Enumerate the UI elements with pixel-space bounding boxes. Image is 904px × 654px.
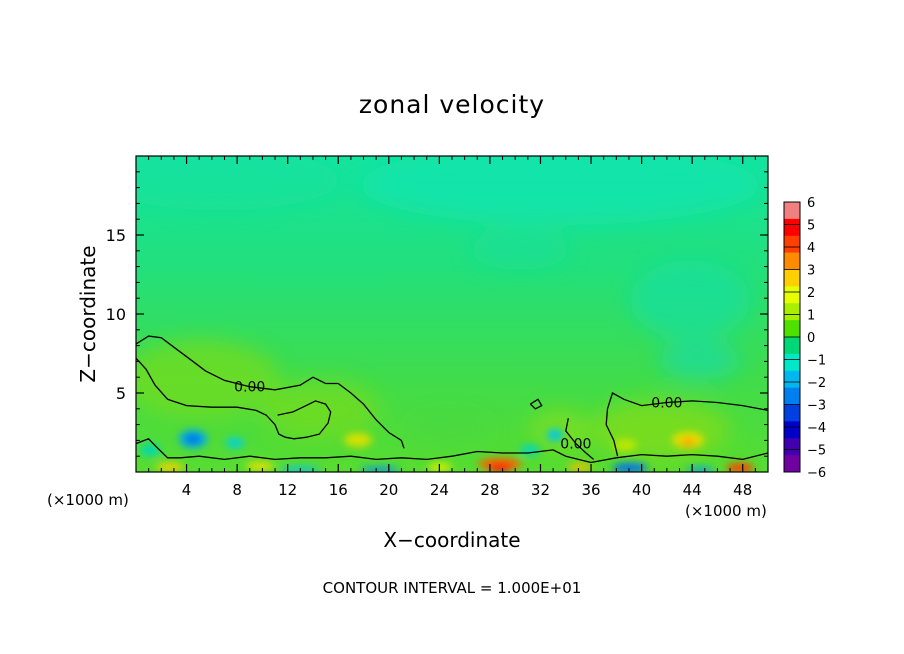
y-axis-ticks: 5 10 15	[106, 171, 768, 457]
chart-title: zonal velocity	[359, 90, 545, 119]
colorbar-swatch	[784, 286, 800, 304]
colorbar-swatch	[784, 320, 800, 338]
heatmap-field: 0.00 0.00 0.00	[136, 156, 768, 472]
colorbar-tick-label: −2	[807, 376, 826, 391]
colorbar-tick-label: 3	[807, 264, 815, 279]
x-tick-label: 20	[379, 481, 398, 499]
colorbar-tick-label: 6	[807, 196, 815, 211]
colorbar-swatch	[784, 387, 800, 405]
y-tick-label: 5	[116, 384, 126, 403]
x-tick-label: 40	[632, 481, 651, 499]
contour-line	[565, 418, 595, 460]
colorbar-swatch	[784, 202, 800, 220]
x-tick-label: 32	[531, 481, 550, 499]
x-tick-label: 4	[182, 481, 192, 499]
colorbar-tick-label: −4	[807, 421, 826, 436]
contour-line	[605, 392, 768, 457]
colorbar: 6 5 4 3 2 1 0 −1 −2 −3 −4 −5 −6	[783, 196, 826, 481]
colorbar-tick-label: −5	[807, 444, 826, 459]
x-axis-label: X−coordinate	[383, 528, 520, 552]
contour-interval-note: CONTOUR INTERVAL = 1.000E+01	[323, 579, 582, 597]
colorbar-swatch	[784, 370, 800, 389]
contour-lines: 0.00 0.00 0.00	[136, 335, 768, 464]
contour-label: 0.00	[560, 437, 591, 453]
colorbar-tick-label: 1	[807, 309, 815, 324]
contour-line	[136, 335, 405, 449]
colorbar-tick-label: −1	[807, 354, 826, 369]
x-axis-unit-left: (×1000 m)	[47, 491, 129, 509]
x-tick-label: 44	[683, 481, 702, 499]
y-tick-label: 15	[106, 226, 126, 245]
colorbar-tick-label: 2	[807, 286, 815, 301]
contour-label: 0.00	[234, 380, 265, 396]
x-tick-label: 16	[329, 481, 348, 499]
colorbar-swatch	[784, 421, 800, 439]
contour-line	[136, 438, 768, 464]
colorbar-tick-label: −6	[807, 466, 826, 481]
colorbar-tick-label: 5	[807, 219, 815, 234]
colorbar-swatch	[784, 252, 800, 270]
colorbar-tick-label: −3	[807, 399, 826, 414]
x-tick-label: 8	[232, 481, 242, 499]
colorbar-tick-label: 4	[807, 241, 815, 256]
x-tick-label: 48	[733, 481, 752, 499]
contour-line	[529, 398, 543, 410]
x-tick-label: 12	[278, 481, 297, 499]
x-axis-unit-right: (×1000 m)	[685, 502, 767, 520]
y-tick-label: 10	[106, 305, 126, 324]
colorbar-swatch	[784, 438, 800, 456]
colorbar-swatch	[784, 455, 800, 473]
x-tick-label: 36	[581, 481, 600, 499]
colorbar-swatch	[784, 404, 800, 422]
x-tick-label: 28	[480, 481, 499, 499]
x-axis-ticks: 4 8 12 16 20 24 28 32 36 40 44 48	[148, 156, 756, 499]
colorbar-swatch	[784, 269, 800, 287]
contour-label: 0.00	[651, 395, 682, 411]
contour-line	[136, 357, 332, 440]
colorbar-swatch	[784, 235, 800, 254]
colorbar-swatch	[784, 353, 800, 372]
colorbar-swatch	[784, 303, 800, 321]
y-axis-label: Z−coordinate	[76, 245, 100, 382]
colorbar-swatch	[784, 337, 800, 355]
x-tick-label: 24	[430, 481, 449, 499]
colorbar-tick-label: 0	[807, 331, 815, 346]
colorbar-swatch	[784, 218, 800, 237]
